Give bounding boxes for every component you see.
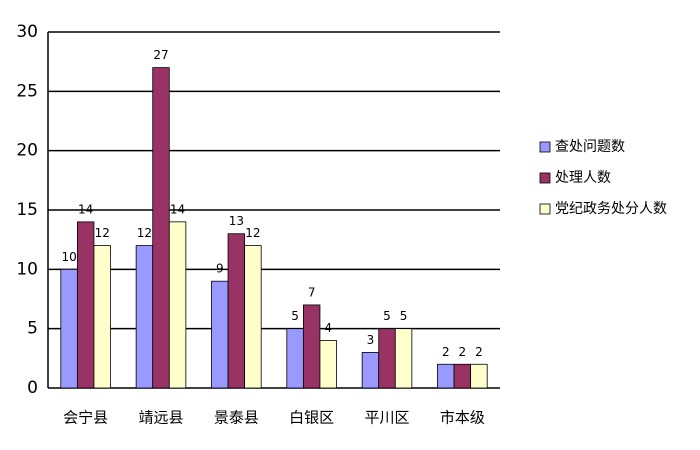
bar <box>437 363 455 389</box>
legend-label: 党纪政务处分人数 <box>555 201 667 217</box>
legend-swatch <box>539 141 551 153</box>
bar <box>361 351 380 389</box>
data-label: 27 <box>153 48 168 62</box>
data-label: 4 <box>324 321 332 335</box>
data-label: 13 <box>229 214 244 228</box>
data-label: 9 <box>216 262 224 276</box>
bar <box>244 245 262 389</box>
bar <box>211 280 229 389</box>
data-label: 3 <box>367 333 375 347</box>
bar <box>76 221 95 389</box>
y-tick-label: 20 <box>16 141 38 161</box>
bar <box>60 268 78 389</box>
legend-swatch <box>539 172 551 184</box>
bar <box>227 233 246 389</box>
data-label: 14 <box>170 202 185 216</box>
x-tick-label: 平川区 <box>364 409 409 427</box>
x-tick-label: 会宁县 <box>63 409 108 427</box>
bar <box>93 245 111 389</box>
y-tick-label: 5 <box>27 319 38 339</box>
y-tick-label: 0 <box>27 378 38 398</box>
bar <box>470 363 488 389</box>
data-label: 2 <box>475 345 483 359</box>
y-tick-label: 10 <box>16 259 38 279</box>
data-label: 10 <box>61 250 76 264</box>
bar <box>168 221 187 389</box>
data-label: 5 <box>400 309 408 323</box>
data-label: 12 <box>95 226 110 240</box>
y-tick-label: 15 <box>16 200 38 220</box>
data-label: 5 <box>383 309 391 323</box>
y-tick-label: 30 <box>16 22 38 42</box>
data-label: 12 <box>137 226 152 240</box>
bar <box>152 67 170 389</box>
y-tick-label: 25 <box>16 81 38 101</box>
data-label: 12 <box>245 226 260 240</box>
x-tick-label: 白银区 <box>289 409 334 427</box>
data-label: 5 <box>291 309 299 323</box>
bar <box>453 363 472 389</box>
data-label: 2 <box>459 345 467 359</box>
x-tick-label: 靖远县 <box>138 409 183 427</box>
x-tick-label: 市本级 <box>440 409 485 427</box>
bar <box>319 340 337 389</box>
legend-label: 处理人数 <box>555 170 611 186</box>
bar <box>378 328 396 389</box>
bar <box>394 328 413 389</box>
data-label: 7 <box>308 285 316 299</box>
bar <box>286 328 304 389</box>
legend-swatch <box>539 203 551 215</box>
legend-label: 查处问题数 <box>555 139 625 155</box>
bar <box>302 304 321 389</box>
x-tick-label: 景泰县 <box>214 409 259 427</box>
bar <box>135 245 154 389</box>
data-label: 2 <box>442 345 450 359</box>
data-label: 14 <box>78 202 93 216</box>
